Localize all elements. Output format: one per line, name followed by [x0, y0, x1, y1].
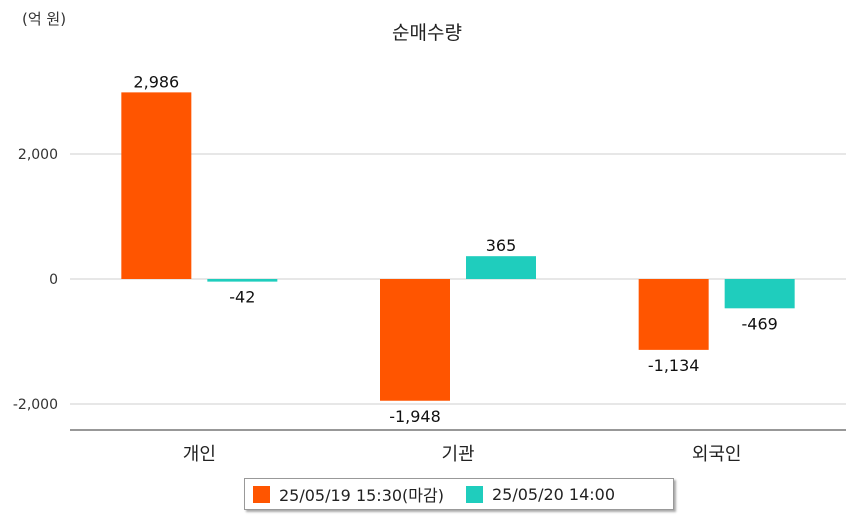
- legend-swatch-series-2: [465, 485, 483, 503]
- data-label-외국인-series-1: -1,134: [648, 356, 700, 375]
- data-label-기관-series-2: 365: [486, 236, 517, 255]
- bars: [121, 92, 795, 401]
- legend-swatch-series-1: [253, 485, 270, 503]
- y-tick-label-2: -2,000: [13, 397, 58, 413]
- data-labels: 2,986 -42 -1,948 365 -1,134 -469: [133, 72, 777, 425]
- legend-label-series-2: 25/05/20 14:00: [491, 484, 616, 504]
- legend: 25/05/19 15:30(마감) 25/05/20 14:00: [244, 478, 674, 510]
- data-label-개인-series-2: -42: [229, 288, 255, 307]
- data-label-외국인-series-2: -469: [742, 314, 778, 333]
- legend-label-series-1: 25/05/19 15:30(마감): [279, 486, 444, 505]
- x-tick-label-1: 기관: [441, 444, 474, 465]
- bar-개인-series-1: [121, 92, 192, 279]
- legend-item-series-2[interactable]: 25/05/20 14:00: [465, 484, 616, 504]
- x-tick-label-2: 외국인: [692, 444, 742, 465]
- x-tick-label-0: 개인: [183, 444, 216, 465]
- bar-외국인-series-1: [638, 279, 709, 350]
- bar-기관-series-1: [380, 279, 450, 401]
- axes: 2,000 0 -2,000 개인 기관 외국인: [13, 147, 846, 465]
- data-label-기관-series-1: -1,948: [389, 407, 441, 426]
- bar-외국인-series-2: [724, 279, 795, 309]
- y-tick-label-1: 0: [49, 272, 58, 288]
- bar-개인-series-2: [207, 279, 278, 282]
- bar-기관-series-2: [466, 256, 536, 279]
- chart-title: 순매수량: [392, 22, 462, 44]
- y-tick-label-0: 2,000: [18, 147, 58, 163]
- grid-lines: [70, 153, 846, 405]
- data-label-개인-series-1: 2,986: [133, 72, 179, 91]
- unit-label: (억 원): [22, 10, 67, 28]
- legend-item-series-1[interactable]: 25/05/19 15:30(마감): [253, 482, 444, 506]
